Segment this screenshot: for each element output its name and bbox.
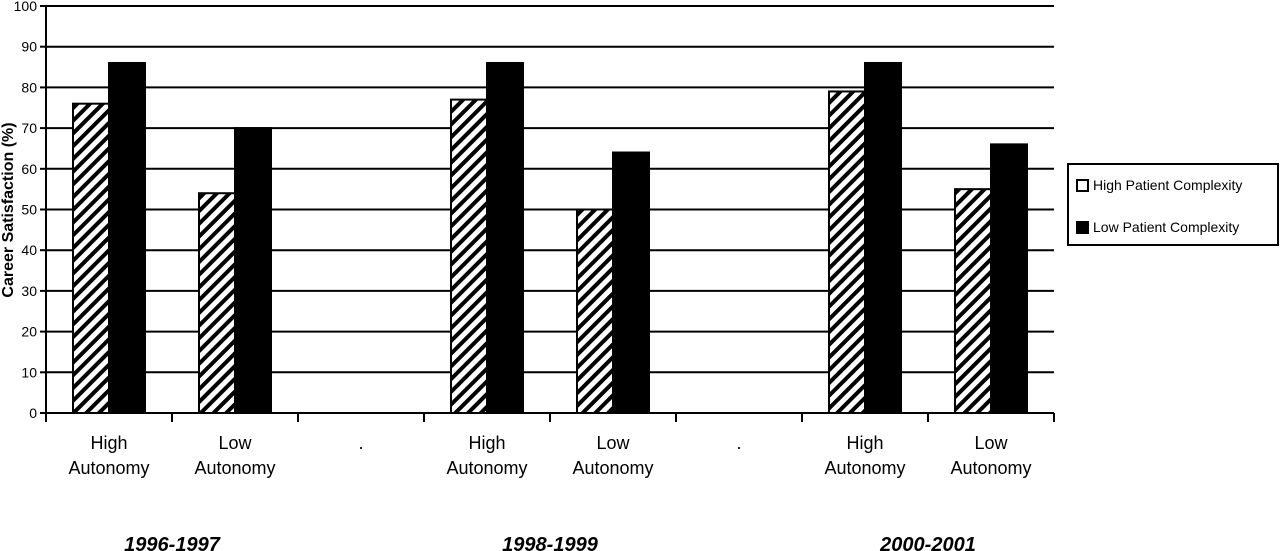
legend: High Patient Complexity Low Patient Compl… xyxy=(1067,163,1279,246)
x-category-label: Low xyxy=(596,433,630,453)
gridlines xyxy=(46,5,1054,374)
bar-high-patient-complexity xyxy=(828,90,866,414)
y-tick-label: 0 xyxy=(29,405,37,421)
legend-swatch xyxy=(1076,221,1089,234)
x-category-label: High xyxy=(468,433,505,453)
legend-box xyxy=(1067,163,1279,246)
bar-low-patient-complexity xyxy=(612,151,650,415)
y-tick-label: 20 xyxy=(21,324,37,340)
bar-high-patient-complexity xyxy=(72,102,110,415)
bar-low-patient-complexity xyxy=(486,61,524,414)
y-tick-label: 10 xyxy=(21,364,37,380)
y-tick-label: 60 xyxy=(21,161,37,177)
x-category-label: Low xyxy=(974,433,1008,453)
bar-high-patient-complexity xyxy=(450,98,488,415)
y-tick-label: 70 xyxy=(21,120,37,136)
x-group-label: 1998-1999 xyxy=(502,534,599,551)
bar-high-patient-complexity xyxy=(576,208,614,414)
x-category-label: Autonomy xyxy=(446,458,527,478)
bar-low-patient-complexity xyxy=(990,143,1028,414)
x-category-label: High xyxy=(90,433,127,453)
legend-label: Low Patient Complexity xyxy=(1093,219,1239,235)
x-category-label: High xyxy=(846,433,883,453)
x-category-label: Autonomy xyxy=(824,458,905,478)
bar-high-patient-complexity xyxy=(954,188,992,414)
y-tick-label: 30 xyxy=(21,283,37,299)
bar-low-patient-complexity xyxy=(108,61,146,414)
y-tick-label: 80 xyxy=(21,79,37,95)
x-category-label: Autonomy xyxy=(572,458,653,478)
y-tick-label: 100 xyxy=(14,0,38,14)
x-group-label: 2000-2001 xyxy=(879,534,976,551)
y-axis-label: Career Satisfaction (%) xyxy=(0,122,17,297)
bar-high-patient-complexity xyxy=(198,192,236,414)
legend-label: High Patient Complexity xyxy=(1093,177,1242,193)
x-category-label: Low xyxy=(218,433,252,453)
axes: 0 10 20 30 40 50 60 70 80 90 100 High Autonomy Low Aut… xyxy=(14,0,1055,551)
x-group-label: 1996-1997 xyxy=(124,534,221,551)
y-tick-label: 90 xyxy=(21,39,37,55)
x-category-label: Autonomy xyxy=(68,458,149,478)
y-tick-label: 40 xyxy=(21,242,37,258)
legend-swatch xyxy=(1076,179,1089,192)
y-tick-label: 50 xyxy=(21,202,37,218)
bars xyxy=(72,61,1028,415)
bar-low-patient-complexity xyxy=(234,127,272,414)
x-category-label: . xyxy=(736,433,741,453)
x-category-label: Autonomy xyxy=(194,458,275,478)
bar-low-patient-complexity xyxy=(864,61,902,414)
x-category-label: Autonomy xyxy=(950,458,1031,478)
x-category-label: . xyxy=(358,433,363,453)
